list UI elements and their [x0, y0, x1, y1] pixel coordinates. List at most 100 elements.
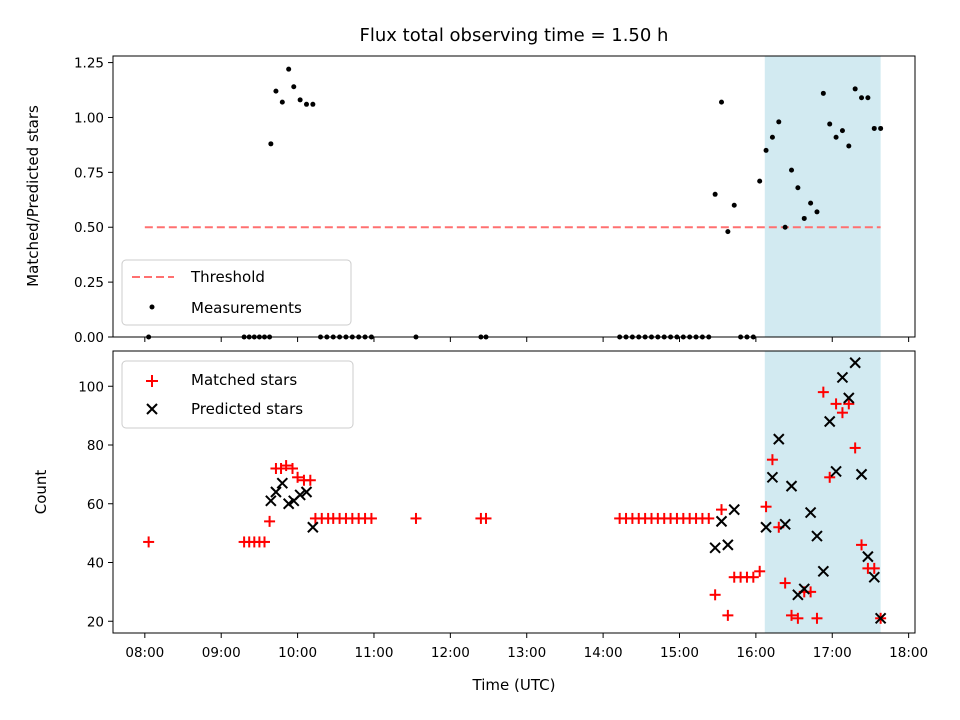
measurement-point [297, 97, 303, 103]
ratio-legend-box [121, 259, 352, 326]
measurement-point [833, 134, 839, 140]
count-legend: Matched stars Predicted stars [121, 360, 354, 429]
measurement-point [725, 229, 731, 235]
matched-star-point [811, 612, 823, 624]
matched-star-point [258, 536, 270, 548]
predicted-star-point [868, 571, 880, 583]
predicted-star-point [817, 565, 830, 578]
predicted-star-point [265, 495, 277, 507]
ratio-y-tick-label: 0.50 [74, 220, 104, 236]
measurement-point [769, 134, 775, 140]
measurement-point [719, 99, 725, 105]
count-x-tick-label: 11:00 [355, 645, 394, 661]
predicted-star-point [843, 392, 855, 404]
count-x-tick-label: 18:00 [889, 645, 928, 661]
count-x-tick-label: 12:00 [431, 645, 470, 661]
measurement-point [852, 86, 858, 92]
count-y-tick-label: 60 [87, 497, 104, 513]
ratio-y-ticks: 0.00 0.25 0.50 0.75 1.00 1.25 [74, 56, 113, 346]
matched-star-point [754, 565, 766, 577]
measurement-point [303, 101, 309, 107]
predicted-star-point [785, 480, 798, 492]
count-x-tick-label: 15:00 [660, 645, 699, 661]
matched-star-point [817, 386, 829, 398]
measurement-point [795, 185, 801, 191]
count-x-tick-label: 09:00 [202, 645, 241, 661]
measurement-point [782, 224, 788, 230]
count-x-tick-label: 16:00 [736, 645, 775, 661]
predicted-star-point [804, 506, 817, 519]
measurement-point [268, 141, 274, 147]
matched-star-point [716, 504, 728, 516]
matched-star-point [703, 512, 715, 524]
measurement-point [827, 121, 833, 127]
matched-star-point [480, 512, 492, 524]
count-x-axis-label: Time (UTC) [472, 676, 556, 694]
measurement-point [712, 191, 718, 197]
matched-star-point [292, 471, 304, 483]
matched-star-point [365, 512, 377, 524]
matched-star-point [709, 589, 721, 601]
predicted-legend-label: Predicted stars [191, 400, 303, 418]
count-panel: 20 40 60 80 100 08:00 09:00 10:00 11:00 12:00 13:… [32, 350, 928, 694]
matched-star-point [868, 562, 880, 574]
count-x-tick-label: 13:00 [507, 645, 546, 661]
ratio-y-tick-label: 0.75 [74, 165, 104, 181]
matched-star-point [836, 407, 848, 419]
matched-star-point [792, 612, 804, 624]
measurement-point [865, 95, 871, 101]
predicted-star-point [766, 471, 779, 484]
count-x-ticks: 08:00 09:00 10:00 11:00 12:00 13:00 14:00 15:00… [125, 633, 928, 661]
highlight-span [764, 56, 881, 337]
predicted-star-point [270, 486, 282, 498]
predicted-star-point [276, 477, 289, 489]
ratio-legend: Threshold Measurements [121, 259, 352, 326]
matched-legend-label: Matched stars [191, 371, 297, 389]
measurement-point [839, 128, 845, 134]
predicted-star-point [307, 521, 319, 533]
predicted-star-point [836, 371, 849, 384]
measurement-point [763, 147, 769, 153]
threshold-legend-label: Threshold [190, 268, 265, 286]
count-legend-box [121, 360, 354, 429]
predicted-star-point [722, 539, 734, 551]
ratio-y-axis-label: Matched/Predicted stars [24, 105, 42, 287]
matched-star-point [264, 515, 276, 527]
count-x-tick-label: 08:00 [125, 645, 164, 661]
count-axes-frame [112, 350, 916, 634]
measurement-point [846, 143, 852, 149]
predicted-star-point [760, 521, 772, 533]
measurement-point [814, 209, 820, 215]
predicted-star-point [798, 583, 810, 595]
predicted-star-point [855, 468, 868, 481]
matched-star-point [760, 501, 772, 513]
count-x-tick-label: 14:00 [584, 645, 623, 661]
matched-star-point [843, 398, 855, 410]
predicted-star-point [824, 415, 836, 428]
matched-star-point [280, 460, 292, 472]
measurement-point [801, 215, 807, 221]
predicted-legend-swatch [146, 403, 158, 415]
measurement-point [871, 125, 877, 131]
measurement-point [310, 101, 316, 107]
predicted-star-point [849, 357, 861, 369]
ratio-y-tick-label: 1.25 [74, 56, 104, 72]
predicted-star-point [300, 486, 313, 498]
matched-star-point [849, 442, 861, 454]
measurement-point [859, 95, 865, 101]
highlight-span [764, 351, 881, 633]
predicted-star-point [715, 515, 728, 528]
measurements-legend-swatch [149, 304, 155, 310]
count-y-tick-label: 80 [87, 438, 104, 454]
chart-title: Flux total observing time = 1.50 h [360, 25, 669, 46]
count-x-tick-label: 17:00 [813, 645, 852, 661]
ratio-y-tick-label: 0.00 [74, 330, 104, 346]
predicted-star-point [811, 530, 823, 542]
measurement-point [286, 66, 292, 72]
count-y-tick-label: 100 [78, 379, 104, 395]
count-x-tick-label: 10:00 [278, 645, 317, 661]
measurement-point [279, 99, 285, 105]
measurement-point [789, 167, 795, 173]
matched-star-point [766, 454, 778, 466]
